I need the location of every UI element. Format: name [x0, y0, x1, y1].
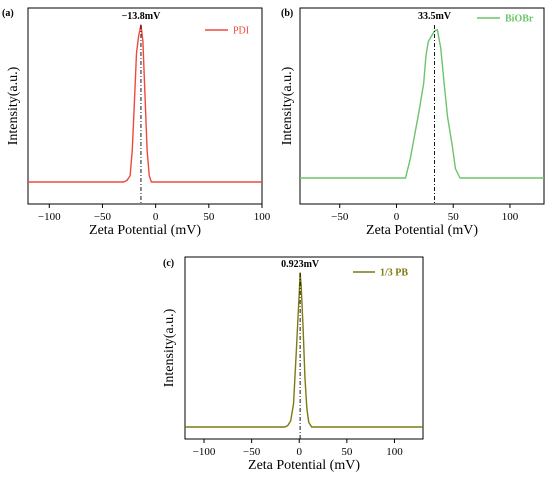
panel-1-series-line — [28, 24, 262, 183]
panel-3-x-tick-label: −100 — [193, 446, 216, 458]
panel-3-x-axis-label: Zeta Potential (mV) — [248, 458, 360, 473]
panel-3-x-tick-label: 100 — [386, 446, 403, 458]
panel-3-y-axis-label: Intensity(a.u.) — [162, 308, 177, 387]
panel-1-x-tick-label: 0 — [153, 211, 159, 223]
panel-2-y-axis-label: Intensity(a.u.) — [280, 66, 295, 145]
panel-2-x-tick-label: 100 — [502, 211, 519, 223]
panel-2-plot-frame — [299, 7, 545, 205]
panel-3-panel-label: (c) — [163, 258, 174, 269]
panel-1-plot-frame — [27, 7, 263, 205]
panel-2-x-tick-label: 50 — [448, 211, 460, 223]
panel-3-series-line — [185, 272, 423, 428]
panel-3-x-tick-label: 0 — [296, 446, 302, 458]
panel-1-x-tick-label: −100 — [38, 211, 61, 223]
panel-2-x-tick-label: −50 — [331, 211, 349, 223]
panel-2-x-axis-label: Zeta Potential (mV) — [366, 223, 478, 238]
panel-1-y-axis-label: Intensity(a.u.) — [6, 66, 21, 145]
panel-1-x-tick-label: −50 — [94, 211, 112, 223]
panel-1-x-tick-label: 50 — [203, 211, 215, 223]
panel-3-legend-label: 1/3 PB — [380, 268, 408, 279]
panel-1-panel-label: (a) — [2, 8, 14, 19]
panel-2-x-tick-label: 0 — [394, 211, 400, 223]
panel-3-plot-frame — [184, 256, 424, 440]
panel-1-x-axis-label: Zeta Potential (mV) — [89, 223, 201, 238]
panel-3-peak-label: 0.923mV — [281, 259, 320, 270]
panel-3-x-tick-label: 50 — [341, 446, 353, 458]
panel-1-legend-label: PDI — [233, 26, 249, 37]
panel-2-panel-label: (b) — [281, 8, 293, 19]
panel-1-peak-label: −13.8mV — [122, 11, 162, 22]
panel-3-x-tick-label: −50 — [243, 446, 261, 458]
panel-2-peak-label: 33.5mV — [418, 11, 452, 22]
panel-2-series-line — [300, 28, 544, 179]
panel-1-x-tick-label: 100 — [254, 211, 271, 223]
panel-2-legend-label: BiOBr — [505, 14, 534, 25]
